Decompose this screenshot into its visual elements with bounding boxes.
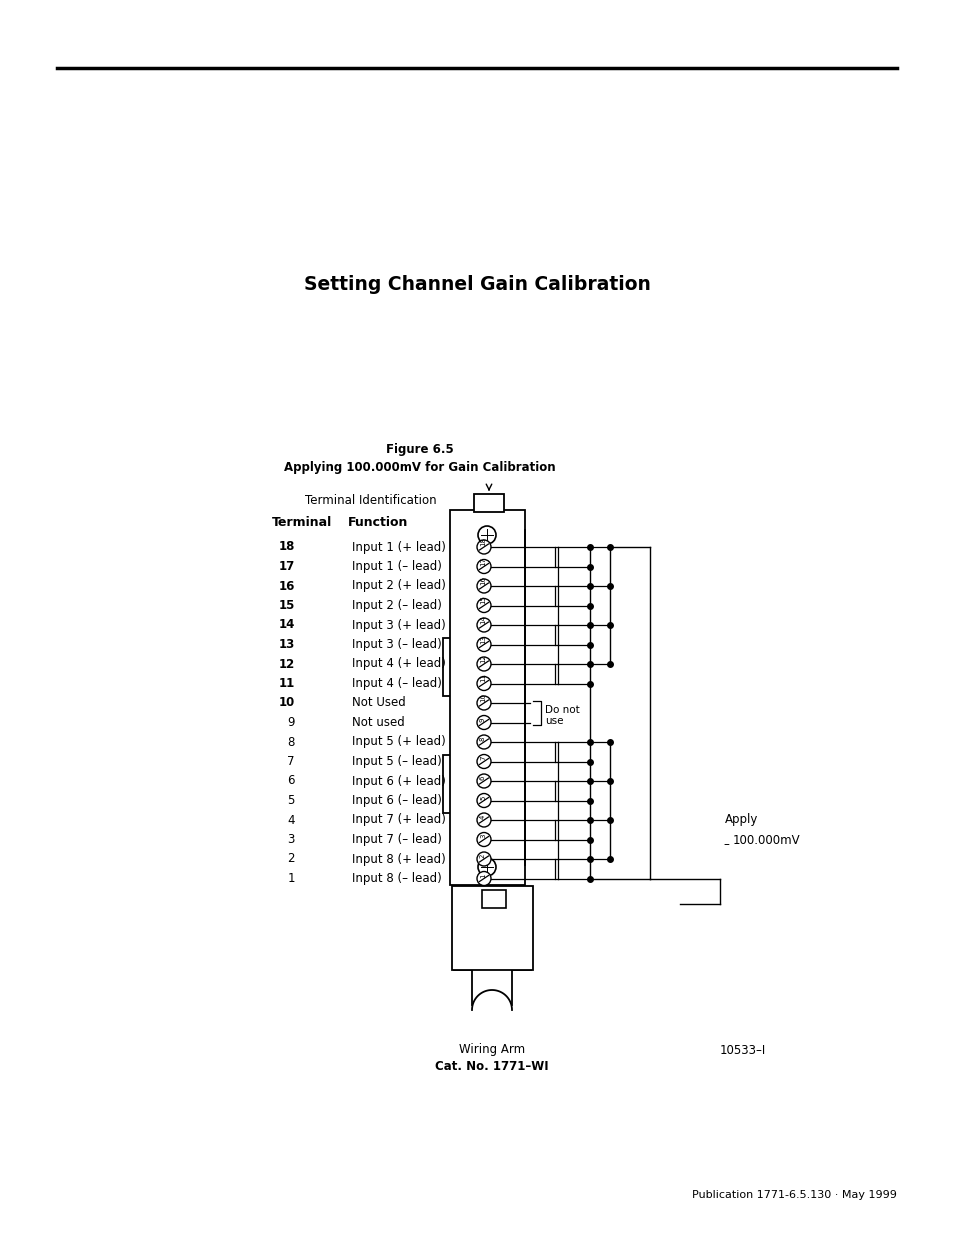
Text: 7: 7	[479, 756, 485, 761]
Text: 9: 9	[479, 718, 485, 721]
Text: Cat. No. 1771–WI: Cat. No. 1771–WI	[435, 1060, 548, 1072]
Text: 1: 1	[287, 872, 294, 885]
Circle shape	[476, 852, 491, 866]
Circle shape	[476, 813, 491, 827]
Text: Input 8 (– lead): Input 8 (– lead)	[352, 872, 441, 885]
Text: Function: Function	[348, 516, 408, 530]
Circle shape	[476, 579, 491, 593]
Text: 15: 15	[278, 599, 294, 613]
Text: 6: 6	[287, 774, 294, 788]
Circle shape	[477, 526, 496, 543]
Circle shape	[476, 735, 491, 748]
Text: Wiring Arm: Wiring Arm	[458, 1044, 524, 1056]
Text: 6: 6	[479, 776, 485, 781]
Circle shape	[476, 618, 491, 632]
Circle shape	[476, 872, 491, 885]
Circle shape	[476, 755, 491, 768]
Text: 3: 3	[479, 834, 485, 839]
Text: Input 7 (+ lead): Input 7 (+ lead)	[352, 814, 445, 826]
Text: 2: 2	[479, 853, 485, 858]
Text: 8: 8	[287, 736, 294, 748]
Text: 10: 10	[278, 697, 294, 709]
Text: 100.000mV: 100.000mV	[732, 834, 800, 846]
Text: Input 7 (– lead): Input 7 (– lead)	[352, 832, 441, 846]
Bar	[442, 755, 451, 813]
Text: Input 2 (+ lead): Input 2 (+ lead)	[352, 579, 445, 593]
Text: Input 2 (– lead): Input 2 (– lead)	[352, 599, 441, 613]
Text: 14: 14	[278, 619, 294, 631]
Text: 10: 10	[479, 693, 485, 701]
Text: Input 3 (– lead): Input 3 (– lead)	[352, 638, 441, 651]
Text: 1: 1	[479, 873, 485, 878]
Text: 14: 14	[479, 615, 485, 624]
Circle shape	[476, 715, 491, 730]
Text: 8: 8	[479, 736, 485, 741]
Circle shape	[476, 794, 491, 808]
Text: 4: 4	[479, 815, 485, 819]
Text: 16: 16	[278, 579, 294, 593]
Bar	[481, 890, 505, 908]
Bar	[474, 494, 503, 513]
Text: Applying 100.000mV for Gain Calibration: Applying 100.000mV for Gain Calibration	[284, 462, 556, 474]
Circle shape	[476, 637, 491, 652]
Text: 15: 15	[479, 595, 485, 604]
Text: –: –	[722, 839, 728, 851]
Text: 12: 12	[479, 655, 485, 663]
Circle shape	[476, 774, 491, 788]
Text: Terminal Identification: Terminal Identification	[305, 494, 436, 506]
Text: Input 6 (+ lead): Input 6 (+ lead)	[352, 774, 445, 788]
Text: 5: 5	[479, 795, 485, 799]
Text: Input 6 (– lead): Input 6 (– lead)	[352, 794, 441, 806]
Text: 13: 13	[278, 638, 294, 651]
Text: 17: 17	[479, 557, 485, 566]
Circle shape	[476, 540, 491, 555]
Text: 17: 17	[278, 559, 294, 573]
Text: 12: 12	[278, 657, 294, 671]
Text: Input 1 (+ lead): Input 1 (+ lead)	[352, 541, 445, 553]
Text: 3: 3	[287, 832, 294, 846]
Text: 2: 2	[287, 852, 294, 866]
Bar	[442, 638, 451, 697]
Text: 11: 11	[278, 677, 294, 690]
Text: 13: 13	[479, 635, 485, 643]
Text: 18: 18	[479, 537, 485, 546]
Circle shape	[476, 657, 491, 671]
Text: Publication 1771-6.5.130 · May 1999: Publication 1771-6.5.130 · May 1999	[691, 1191, 896, 1200]
Text: Input 5 (+ lead): Input 5 (+ lead)	[352, 736, 445, 748]
Text: 16: 16	[479, 576, 485, 585]
Circle shape	[476, 832, 491, 846]
Text: 5: 5	[287, 794, 294, 806]
Text: 11: 11	[479, 673, 485, 683]
Text: Input 5 (– lead): Input 5 (– lead)	[352, 755, 441, 768]
Text: Terminal: Terminal	[272, 516, 332, 530]
Text: 7: 7	[287, 755, 294, 768]
Text: Apply: Apply	[724, 814, 758, 826]
Text: use: use	[544, 716, 563, 726]
Text: Setting Channel Gain Calibration: Setting Channel Gain Calibration	[303, 275, 650, 294]
Circle shape	[477, 858, 496, 876]
Text: Input 8 (+ lead): Input 8 (+ lead)	[352, 852, 445, 866]
Text: Not Used: Not Used	[352, 697, 405, 709]
Bar	[452, 885, 533, 969]
Text: Input 3 (+ lead): Input 3 (+ lead)	[352, 619, 445, 631]
Text: Not used: Not used	[352, 716, 404, 729]
Circle shape	[476, 697, 491, 710]
Circle shape	[476, 559, 491, 573]
Circle shape	[476, 599, 491, 613]
Circle shape	[476, 677, 491, 690]
Text: Figure 6.5: Figure 6.5	[386, 443, 454, 457]
Text: Input 4 (+ lead): Input 4 (+ lead)	[352, 657, 445, 671]
Text: 4: 4	[287, 814, 294, 826]
Text: Input 1 (– lead): Input 1 (– lead)	[352, 559, 441, 573]
Text: Do not: Do not	[544, 705, 579, 715]
Text: 10533–I: 10533–I	[720, 1044, 765, 1056]
Bar	[450, 510, 524, 885]
Text: Input 4 (– lead): Input 4 (– lead)	[352, 677, 441, 690]
Text: 18: 18	[278, 541, 294, 553]
Text: 9: 9	[287, 716, 294, 729]
